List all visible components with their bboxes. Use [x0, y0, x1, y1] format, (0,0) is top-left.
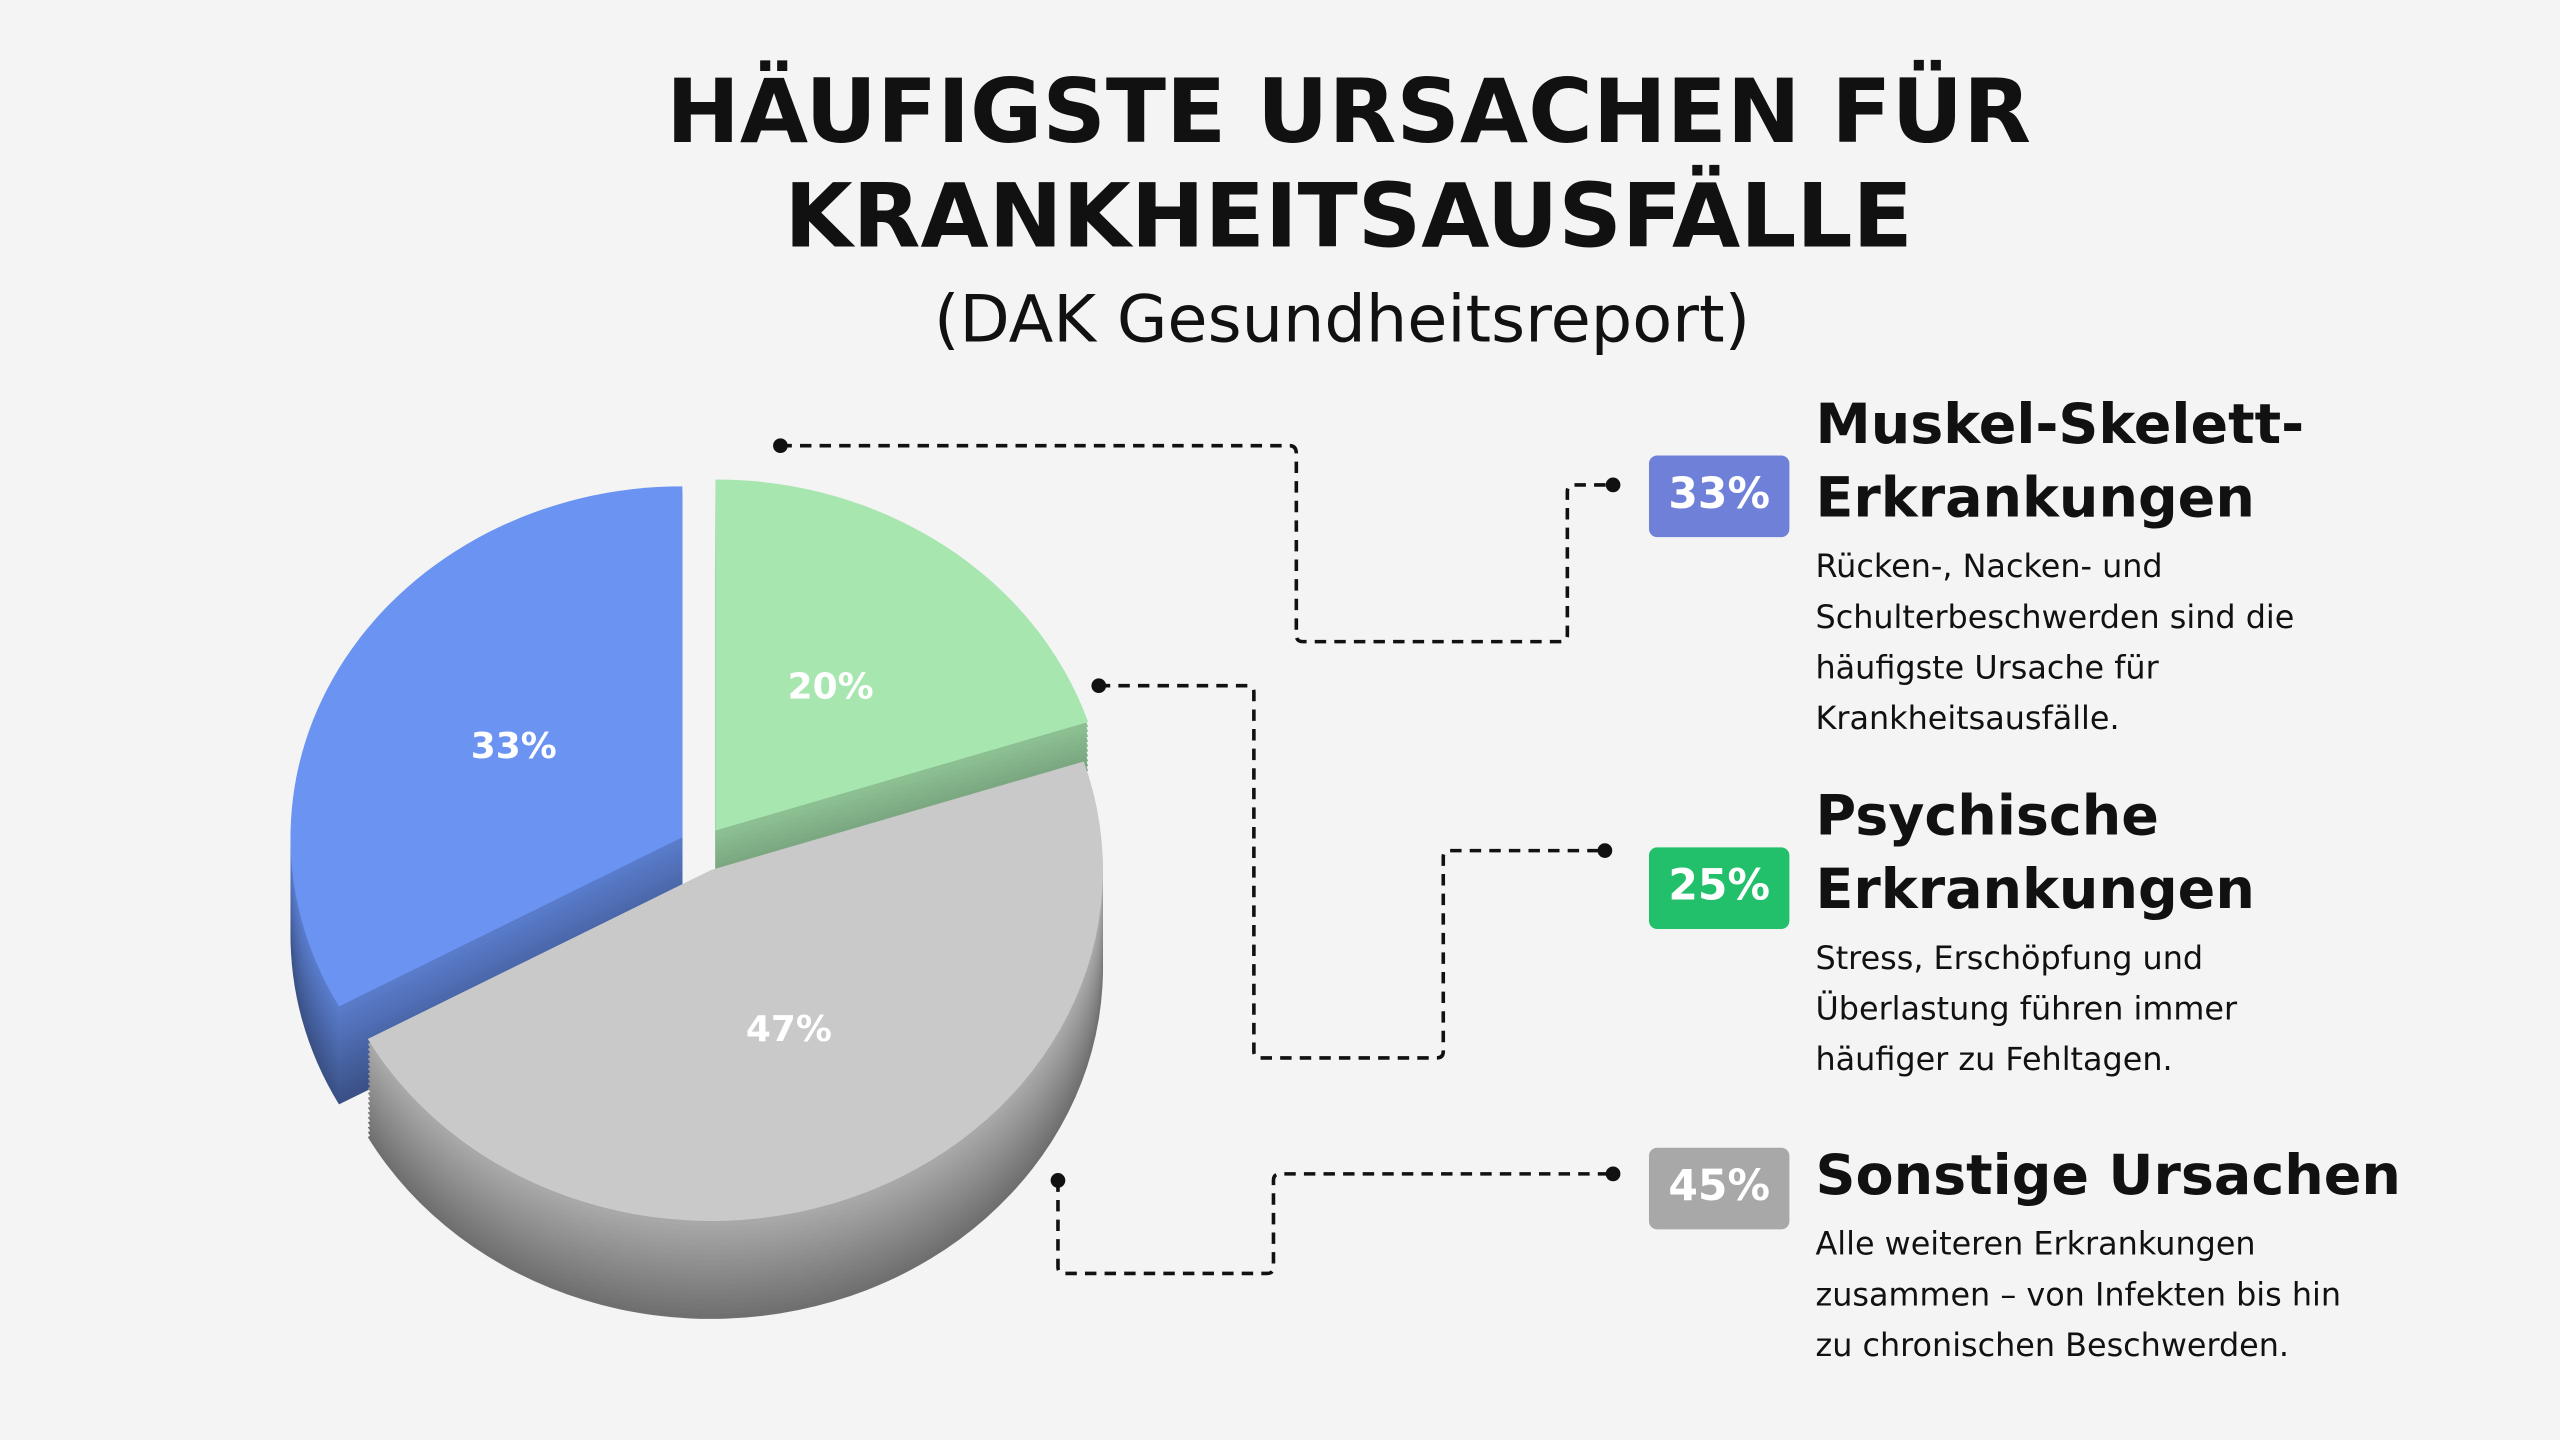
connector — [780, 443, 1614, 644]
card-title: Muskel-Skelett- — [1816, 392, 2305, 457]
slice-label: 33% — [471, 726, 557, 767]
connector-dot — [1605, 1166, 1621, 1182]
badge — [1648, 455, 1790, 538]
badge — [1648, 1147, 1790, 1230]
connectors — [773, 438, 1621, 1276]
badge — [1648, 847, 1790, 929]
connector-dot — [1050, 1173, 1066, 1188]
slice — [290, 486, 683, 1007]
card-title: Erkrankungen — [1816, 465, 2255, 530]
connector-dot — [1597, 843, 1613, 858]
connector-dot — [773, 438, 788, 454]
card-title: Erkrankungen — [1816, 857, 2255, 922]
card-text: Rücken-, Nacken- und — [1816, 547, 2163, 585]
chart-subtitle: (DAK Gesundheitsreport) — [934, 281, 1750, 357]
card-text: häufigste Ursache für — [1816, 648, 2160, 686]
cards: 33% Muskel-Skelett- Erkrankungen Rücken-, N… — [1648, 392, 2401, 1364]
card-text: Schulterbeschwerden sind die — [1816, 598, 2295, 636]
connector — [1056, 1172, 1614, 1276]
connector-dot — [1605, 477, 1621, 493]
card-text: Krankheitsausfälle. — [1816, 699, 2120, 737]
card-title: Psychische — [1816, 784, 2159, 849]
slice-label: 47% — [746, 1009, 832, 1050]
badge-label: 45% — [1668, 1162, 1770, 1211]
connector-dot — [1091, 678, 1107, 694]
card-text: Überlastung führen immer — [1816, 990, 2238, 1028]
chart-title: KRANKHEITSAUSFÄLLE — [784, 163, 1912, 267]
card-text: häufiger zu Fehltagen. — [1816, 1040, 2173, 1078]
badge-label: 25% — [1668, 862, 1770, 911]
connector — [1098, 683, 1605, 1060]
card-text: zu chronischen Beschwerden. — [1816, 1326, 2290, 1364]
slice — [715, 479, 1089, 831]
card-title: Sonstige Ursachen — [1816, 1143, 2401, 1208]
card-text: Alle weiteren Erkrankungen — [1816, 1225, 2256, 1263]
pie: 33% 20% 47% — [290, 479, 1103, 1319]
card-text: Stress, Erschöpfung und — [1816, 939, 2204, 977]
badge-label: 33% — [1668, 470, 1770, 519]
slice — [367, 761, 1103, 1221]
card-text: zusammen – von Infekten bis hin — [1816, 1275, 2342, 1313]
slice-label: 20% — [788, 666, 874, 707]
chart-title: HÄUFIGSTE URSACHEN FÜR — [666, 59, 2031, 163]
